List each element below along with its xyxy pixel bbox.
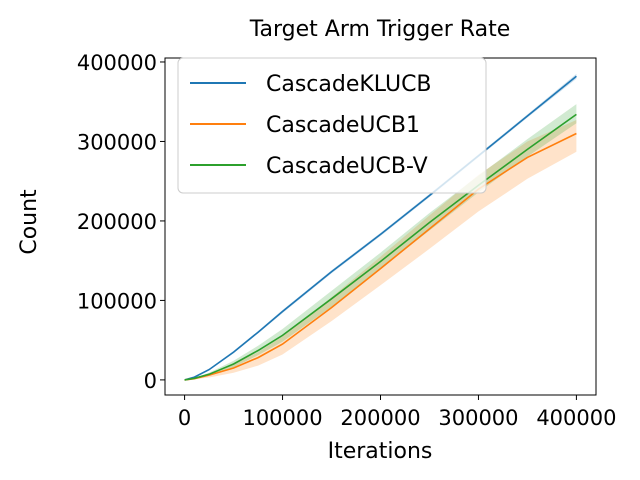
y-tick-label: 0 <box>144 369 157 393</box>
x-tick-label: 300000 <box>438 406 518 430</box>
legend: CascadeKLUCB CascadeUCB1 CascadeUCB-V <box>177 57 487 194</box>
y-axis-label: Count <box>17 189 42 255</box>
series-lines <box>184 75 577 381</box>
y-tick-label: 300000 <box>77 130 157 154</box>
y-tick-label: 100000 <box>77 289 157 313</box>
y-axis: 0 100000 200000 300000 400000 <box>77 51 165 393</box>
x-axis-label: Iterations <box>328 439 433 464</box>
legend-box <box>177 57 487 194</box>
y-tick-label: 200000 <box>77 210 157 234</box>
x-tick-label: 400000 <box>536 406 616 430</box>
legend-label-0: CascadeKLUCB <box>266 72 432 97</box>
legend-label-1: CascadeUCB1 <box>266 113 420 138</box>
line-series-0 <box>184 75 577 381</box>
x-tick-label: 0 <box>178 406 191 430</box>
y-tick-label: 400000 <box>77 51 157 75</box>
x-tick-label: 100000 <box>242 406 322 430</box>
line-series-2 <box>184 113 577 381</box>
legend-label-2: CascadeUCB-V <box>266 154 428 179</box>
x-tick-label: 200000 <box>340 406 420 430</box>
chart-title: Target Arm Trigger Rate <box>249 17 511 42</box>
x-axis: 0 100000 200000 300000 400000 <box>178 395 616 430</box>
